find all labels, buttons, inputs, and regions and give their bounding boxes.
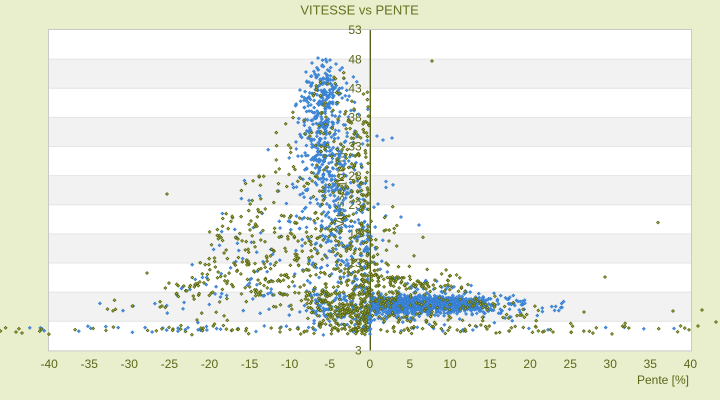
svg-text:Pente [%]: Pente [%] [637, 373, 689, 387]
svg-text:-5: -5 [324, 357, 335, 371]
svg-text:40: 40 [684, 357, 698, 371]
svg-text:3: 3 [355, 344, 362, 358]
svg-text:30: 30 [604, 357, 618, 371]
svg-text:5: 5 [407, 357, 414, 371]
svg-text:33: 33 [348, 140, 362, 154]
svg-text:53: 53 [348, 23, 362, 37]
svg-text:15: 15 [483, 357, 497, 371]
svg-text:-20: -20 [201, 357, 219, 371]
svg-text:10: 10 [443, 357, 457, 371]
svg-text:25: 25 [564, 357, 578, 371]
svg-text:20: 20 [523, 357, 537, 371]
svg-text:-25: -25 [161, 357, 179, 371]
svg-text:-30: -30 [121, 357, 139, 371]
svg-text:-10: -10 [281, 357, 299, 371]
svg-text:-15: -15 [241, 357, 259, 371]
svg-text:-35: -35 [81, 357, 99, 371]
svg-text:0: 0 [366, 357, 373, 371]
svg-text:35: 35 [644, 357, 658, 371]
svg-text:43: 43 [348, 81, 362, 95]
svg-text:VITESSE vs PENTE: VITESSE vs PENTE [300, 3, 419, 18]
svg-text:48: 48 [348, 52, 362, 66]
svg-text:-40: -40 [41, 357, 59, 371]
